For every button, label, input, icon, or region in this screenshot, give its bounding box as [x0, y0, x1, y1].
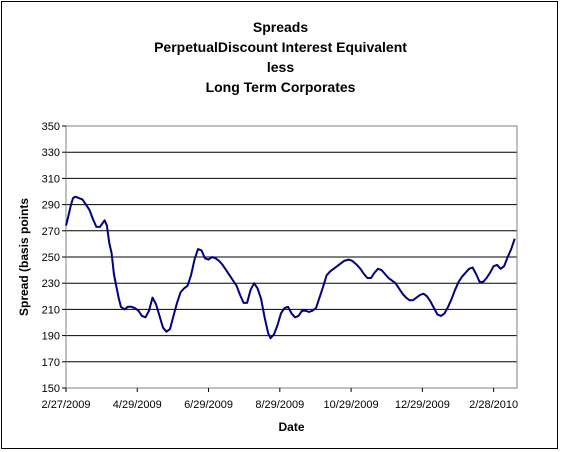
x-tick-label: 12/29/2009	[395, 399, 450, 411]
y-tick-label: 310	[42, 173, 60, 185]
chart-title: Spreads PerpetualDiscount Interest Equiv…	[0, 17, 561, 97]
title-line-2: PerpetualDiscount Interest Equivalent	[154, 39, 407, 55]
x-tick-label: 2/28/2010	[469, 399, 518, 411]
y-axis: 150 170 190 210 230 250 270 290 310 330 350	[42, 121, 66, 395]
y-tick-label: 330	[42, 147, 60, 159]
x-axis-title: Date	[278, 420, 304, 434]
x-axis: 2/27/2009 4/29/2009 6/29/2009 8/29/2009 10/2…	[42, 388, 518, 411]
y-tick-label: 250	[42, 252, 60, 264]
gridlines	[66, 125, 517, 389]
title-line-3: less	[266, 59, 295, 75]
y-tick-label: 350	[42, 121, 60, 133]
x-tick-label: 8/29/2009	[255, 399, 304, 411]
title-line-4: Long Term Corporates	[205, 79, 356, 95]
x-tick-label: 10/29/2009	[324, 399, 379, 411]
x-tick-label: 4/29/2009	[113, 399, 162, 411]
y-tick-label: 150	[42, 383, 60, 395]
y-tick-label: 290	[42, 200, 60, 212]
y-tick-label: 270	[42, 226, 60, 238]
y-tick-label: 190	[42, 331, 60, 343]
title-line-1: Spreads	[252, 19, 309, 35]
y-tick-label: 230	[42, 278, 60, 290]
x-tick-label: 2/27/2009	[42, 399, 91, 411]
x-tick-label: 6/29/2009	[184, 399, 233, 411]
y-tick-label: 170	[42, 357, 60, 369]
series-line	[65, 195, 516, 340]
y-axis-title: Spread (basis points	[17, 198, 31, 316]
y-tick-label: 210	[42, 304, 60, 316]
